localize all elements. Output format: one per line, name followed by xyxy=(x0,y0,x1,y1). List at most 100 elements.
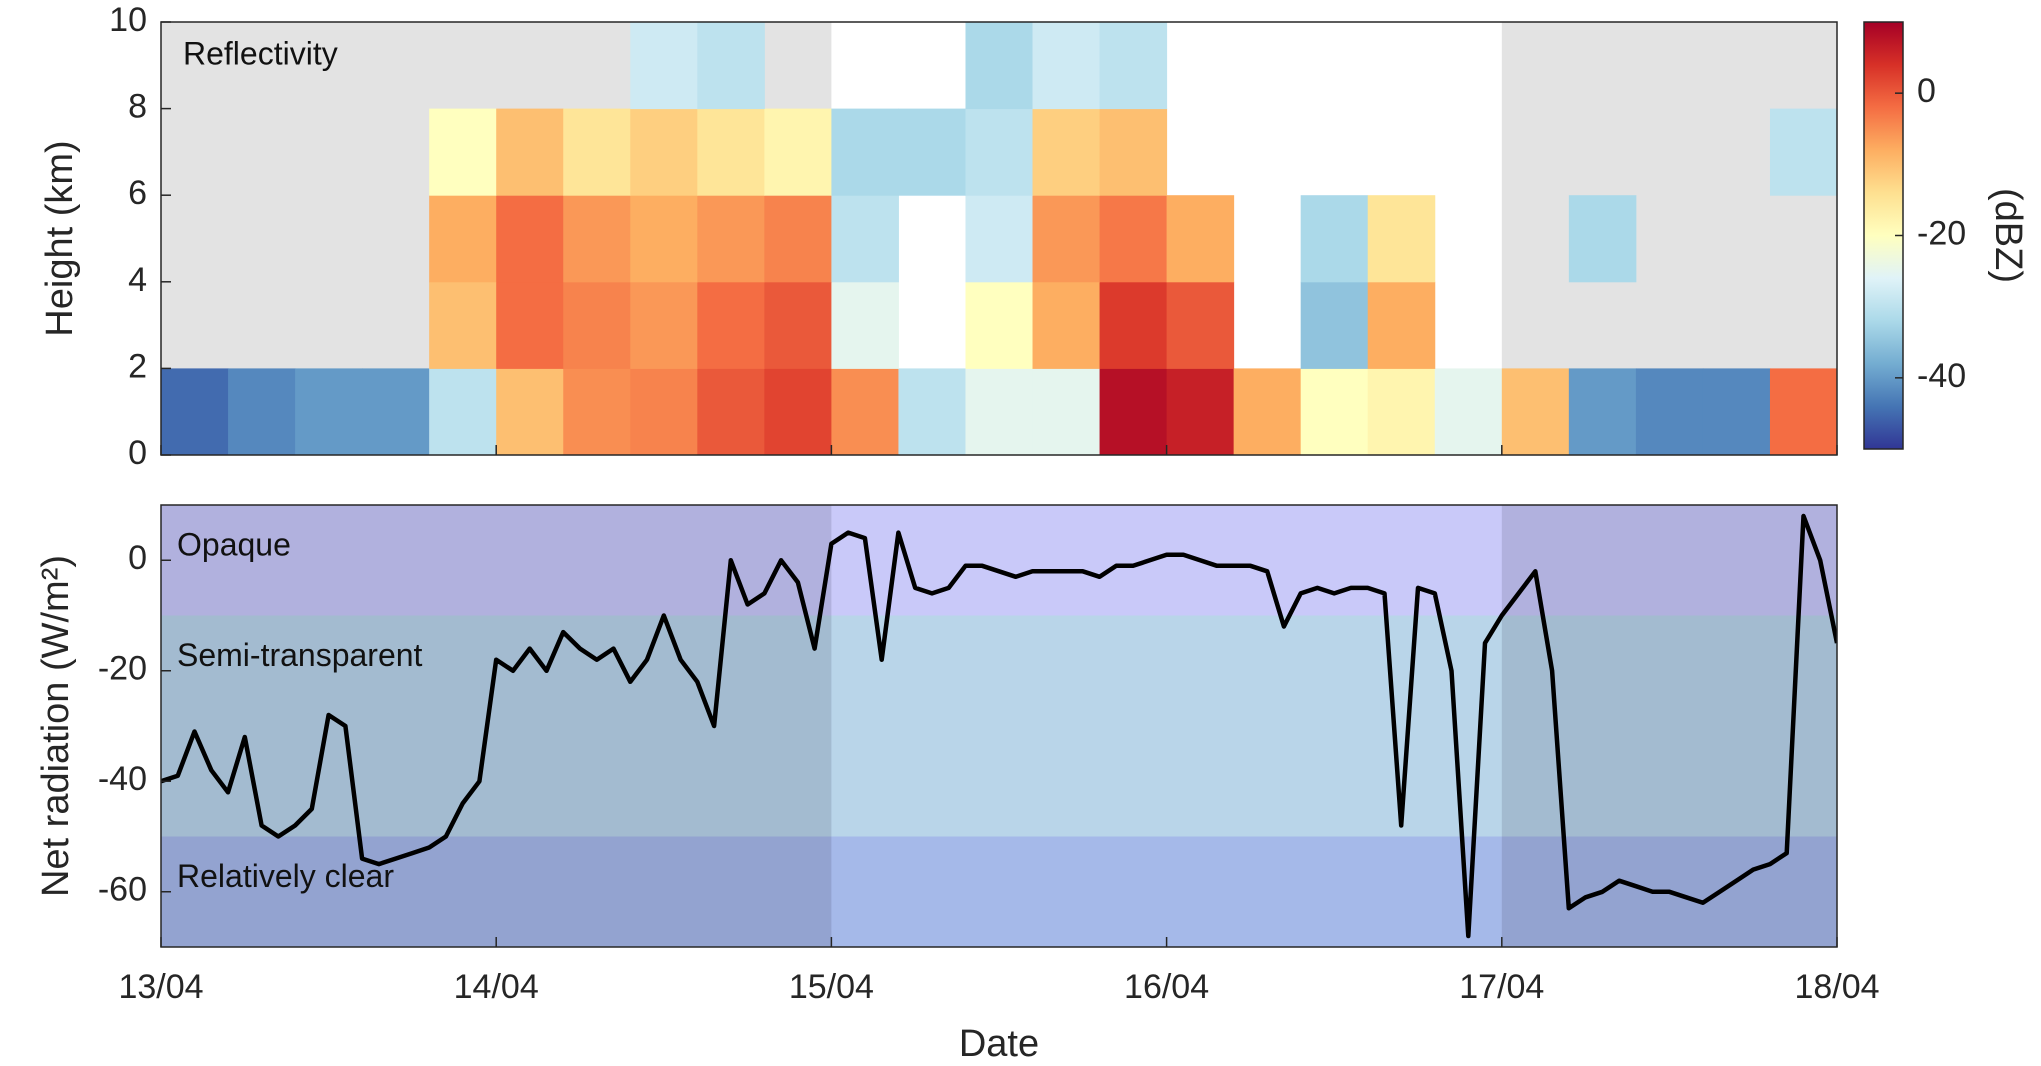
heatmap-cell xyxy=(295,368,363,455)
heatmap-cell xyxy=(1233,368,1302,455)
y-tick-label: -60 xyxy=(98,871,147,909)
axes-frame xyxy=(160,21,1838,456)
shaded-period xyxy=(161,505,832,947)
heatmap-cell xyxy=(1367,195,1436,283)
regime-band xyxy=(161,836,1837,947)
heatmap-cell xyxy=(697,281,765,369)
heatmap-cell xyxy=(429,108,497,196)
heatmap-cell xyxy=(228,368,296,455)
heatmap-cells xyxy=(161,22,1837,455)
heatmap-cell xyxy=(429,195,497,283)
heatmap-cell xyxy=(563,281,631,369)
y-tick-label: 6 xyxy=(128,174,147,212)
heatmap-cell xyxy=(496,281,564,369)
y-axis-label: Height (km) xyxy=(39,140,81,336)
heatmap-cell xyxy=(496,108,564,196)
heatmap-cell xyxy=(496,368,564,455)
heatmap-cell xyxy=(965,22,1034,110)
heatmap-cell xyxy=(362,368,430,455)
y-tick-label: 0 xyxy=(128,434,147,472)
heatmap-cell xyxy=(1769,108,1837,196)
x-tick-label: 17/04 xyxy=(1459,968,1544,1006)
heatmap-cell xyxy=(965,368,1034,455)
colorbar-tick-label: -20 xyxy=(1917,214,1966,252)
heatmap-cell xyxy=(630,281,698,369)
heatmap-cell xyxy=(965,195,1034,283)
heatmap-cell xyxy=(1166,368,1235,455)
heatmap-cell xyxy=(1568,195,1637,283)
heatmap-cell xyxy=(831,195,899,283)
y-tick-label: 10 xyxy=(109,1,147,39)
heatmap-cell xyxy=(1032,281,1101,369)
heatmap-cell xyxy=(563,195,631,283)
regime-band xyxy=(161,505,1837,616)
heatmap-cell xyxy=(697,368,765,455)
heatmap-cell xyxy=(764,195,832,283)
heatmap-cell xyxy=(630,22,698,110)
heatmap-cell xyxy=(161,368,229,455)
y-tick-label: 2 xyxy=(128,347,147,385)
y-tick-label: 0 xyxy=(128,539,147,577)
heatmap-cell xyxy=(1032,368,1101,455)
heatmap-cell xyxy=(965,281,1034,369)
colorbar-label: (dBZ) xyxy=(1987,188,2029,283)
regime-label: Relatively clear xyxy=(177,858,394,894)
x-tick-label: 13/04 xyxy=(118,968,203,1006)
heatmap-cell xyxy=(1099,281,1168,369)
heatmap-cell xyxy=(1099,368,1168,455)
colorbar-tick-label: 0 xyxy=(1917,72,1936,110)
y-tick-label: 8 xyxy=(128,88,147,126)
heatmap-cell xyxy=(1032,195,1101,283)
heatmap-cell xyxy=(1032,22,1101,110)
x-tick-label: 14/04 xyxy=(454,968,539,1006)
heatmap-cell xyxy=(429,368,497,455)
heatmap-cell xyxy=(1501,368,1570,455)
net-radiation-line xyxy=(161,513,1837,939)
heatmap-cell xyxy=(831,108,899,196)
x-tick-label: 16/04 xyxy=(1124,968,1209,1006)
heatmap-cell xyxy=(1367,281,1436,369)
heatmap-cell xyxy=(831,281,899,369)
heatmap-cell xyxy=(1769,368,1837,455)
annotation: Reflectivity xyxy=(183,35,338,71)
heatmap-cell xyxy=(1166,195,1235,283)
heatmap-cell xyxy=(898,108,966,196)
heatmap-cell xyxy=(1300,368,1369,455)
heatmap-cell xyxy=(1568,368,1637,455)
heatmap-cell xyxy=(1300,195,1369,283)
heatmap-cell xyxy=(630,195,698,283)
heatmap-cell xyxy=(563,368,631,455)
heatmap-cell xyxy=(1434,368,1503,455)
heatmap-cell xyxy=(1702,368,1771,455)
colorbar-tick-label: -40 xyxy=(1917,357,1966,395)
y-axis-label: Net radiation (W/m²) xyxy=(35,555,77,897)
heatmap-cell xyxy=(764,108,832,196)
y-tick-label: 4 xyxy=(128,261,147,299)
heatmap-cell xyxy=(1099,22,1168,110)
heatmap-cell xyxy=(1635,368,1704,455)
x-axis-label: Date xyxy=(959,1023,1039,1065)
regime-label: Opaque xyxy=(177,526,291,562)
shaded-period xyxy=(1501,505,1837,947)
heatmap-cell xyxy=(563,108,631,196)
y-tick-label: -20 xyxy=(98,650,147,688)
heatmap-cell xyxy=(1367,368,1436,455)
heatmap-cell xyxy=(697,22,765,110)
heatmap-cell xyxy=(764,281,832,369)
heatmap-cell xyxy=(898,368,966,455)
x-tick-label: 15/04 xyxy=(789,968,874,1006)
heatmap-cell xyxy=(831,368,899,455)
heatmap-cell xyxy=(429,281,497,369)
heatmap-cell xyxy=(630,368,698,455)
regime-label: Semi-transparent xyxy=(177,637,423,673)
heatmap-cell xyxy=(1300,281,1369,369)
heatmap-cell xyxy=(1099,195,1168,283)
heatmap-cell xyxy=(1166,281,1235,369)
heatmap-cell xyxy=(496,195,564,283)
y-tick-label: -40 xyxy=(98,760,147,798)
heatmap-cell xyxy=(965,108,1034,196)
heatmap-cell xyxy=(1099,108,1168,196)
heatmap-cell xyxy=(764,368,832,455)
heatmap-cell xyxy=(630,108,698,196)
